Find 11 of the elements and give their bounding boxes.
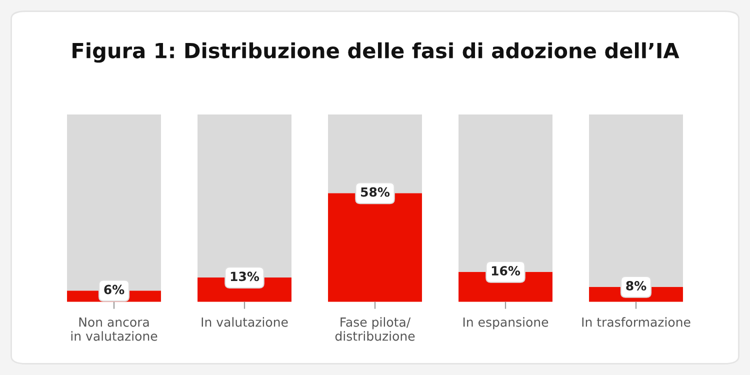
data-label: 8% — [626, 281, 646, 290]
x-tick-label: In trasformazione — [582, 317, 690, 327]
data-label: 16% — [492, 266, 520, 276]
data-label: 13% — [230, 272, 260, 282]
x-tick-label: Fase pilota/ distribuzione — [335, 317, 415, 341]
x-tick-label: In espansione — [463, 317, 548, 330]
data-label: 6% — [104, 284, 124, 294]
x-tick-label: In valutazione — [202, 317, 288, 327]
data-label: 58% — [361, 187, 390, 197]
chart-title: Figura 1: Distribuzione delle fasi di adozione dell’IA — [72, 42, 680, 63]
x-tick-label: Non ancora in valutazione — [71, 318, 158, 341]
